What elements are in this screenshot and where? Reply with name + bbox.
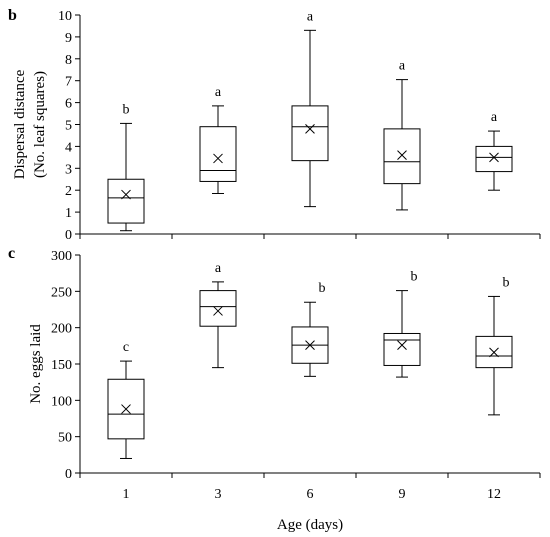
mean-marker [121, 189, 131, 200]
y-tick-label: 50 [58, 431, 72, 446]
box-9 [383, 290, 421, 378]
significance-letter: a [399, 59, 406, 74]
y-tick-label: 200 [51, 322, 72, 337]
box-6 [291, 29, 329, 208]
y-tick-label: 0 [65, 467, 72, 482]
y-tick-label: 10 [58, 9, 72, 24]
x-axis-label: Age (days) [277, 517, 343, 533]
significance-letter: b [503, 275, 510, 290]
box-1 [107, 360, 145, 459]
mean-marker [489, 152, 499, 163]
mean-marker [121, 404, 131, 414]
significance-letter: a [307, 9, 314, 24]
y-tick-label: 6 [65, 97, 72, 112]
y-axis-label: Dispersal distance [12, 69, 28, 179]
y-tick-label: 250 [51, 285, 72, 300]
mean-marker [305, 124, 315, 134]
y-tick-label: 1 [65, 206, 72, 221]
iqr-box [199, 290, 237, 327]
mean-marker [213, 153, 223, 164]
box-9 [383, 79, 421, 211]
significance-letter: b [411, 270, 418, 285]
x-tick-label: 3 [215, 487, 222, 502]
iqr-box [383, 128, 421, 185]
y-tick-label: 3 [65, 162, 72, 177]
y-tick-label: 5 [65, 119, 72, 134]
box-3 [199, 281, 237, 369]
y-tick-label: 150 [51, 358, 72, 373]
iqr-box [383, 332, 421, 366]
iqr-box [199, 126, 237, 182]
y-axis-label: (No. leaf squares) [32, 71, 48, 178]
mean-marker [397, 150, 407, 161]
mean-marker [489, 347, 499, 358]
y-tick-label: 100 [51, 394, 72, 409]
box-12 [475, 130, 513, 191]
x-tick-label: 6 [307, 487, 314, 502]
iqr-box [475, 145, 513, 173]
significance-letter: a [491, 110, 498, 125]
significance-letter: b [123, 102, 130, 117]
mean-marker [397, 340, 407, 350]
y-tick-label: 7 [65, 75, 72, 90]
box-12 [475, 295, 513, 416]
y-tick-label: 4 [65, 140, 72, 155]
box-1 [107, 122, 145, 232]
box-3 [199, 105, 237, 194]
y-axis-label: No. eggs laid [28, 324, 44, 404]
y-tick-label: 0 [65, 228, 72, 243]
y-tick-label: 9 [65, 31, 72, 46]
mean-marker [305, 340, 315, 350]
significance-letter: b [319, 281, 326, 296]
significance-letter: a [215, 85, 222, 100]
y-tick-label: 300 [51, 249, 72, 264]
y-tick-label: 2 [65, 184, 72, 199]
mean-marker [213, 306, 223, 316]
x-tick-label: 9 [399, 487, 406, 502]
iqr-box [107, 178, 145, 224]
box-6 [291, 301, 329, 377]
x-tick-label: 12 [487, 487, 501, 502]
x-tick-label: 1 [123, 487, 130, 502]
panel-label: c [8, 245, 15, 262]
iqr-box [291, 105, 329, 162]
significance-letter: c [123, 340, 129, 355]
panel-label: b [8, 7, 17, 24]
y-tick-label: 8 [65, 53, 72, 68]
iqr-box [475, 335, 513, 369]
significance-letter: a [215, 261, 222, 276]
